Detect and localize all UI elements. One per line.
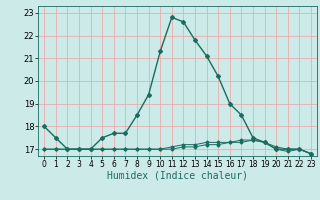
X-axis label: Humidex (Indice chaleur): Humidex (Indice chaleur)	[107, 171, 248, 181]
